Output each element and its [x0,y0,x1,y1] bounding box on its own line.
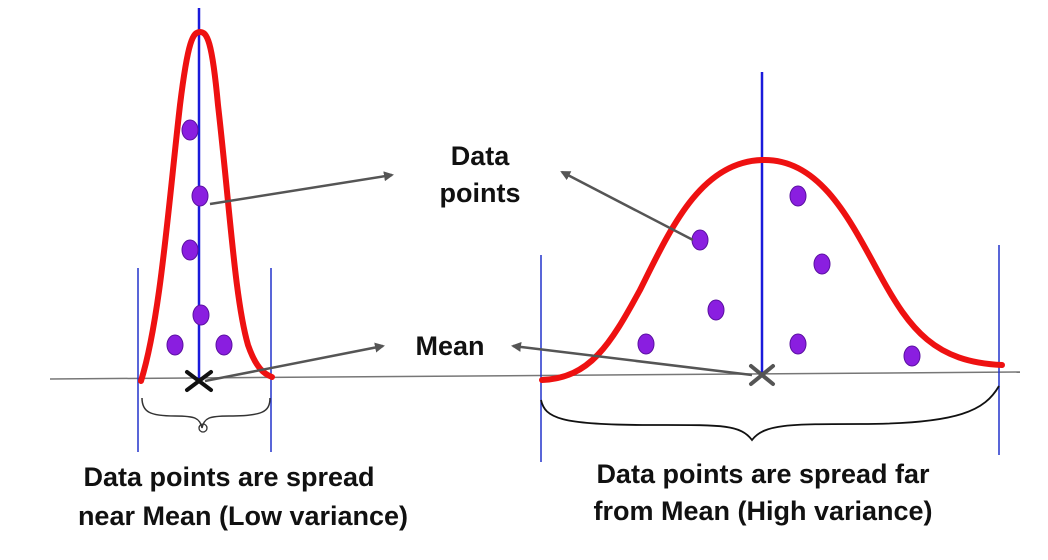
data-point [903,345,921,367]
data-point [192,304,210,326]
high-variance-caption-line1: Data points are spread far [596,459,930,489]
arrow-to-data-points-right [560,170,694,242]
data-point [813,253,831,275]
low-variance-brace [141,397,271,429]
data-point [191,185,209,207]
high-variance-group [539,72,1005,462]
data-point [181,239,199,261]
low-variance-caption-line2: near Mean (Low variance) [78,501,408,531]
horizontal-axis [49,371,1021,380]
annotation-arrows [204,170,753,383]
arrow-to-data-points-left [209,171,394,206]
data-point [215,334,233,356]
data-point [166,334,184,356]
low-variance-caption-line1: Data points are spread [83,462,374,492]
data-points-label-line2: points [440,178,521,208]
high-variance-caption-line2: from Mean (High variance) [593,496,932,526]
data-point [707,299,725,321]
arrow-to-mean-right [511,342,753,377]
data-point [637,333,655,355]
low-variance-group [137,8,275,452]
brace-tip [198,423,208,433]
mean-label: Mean [415,331,484,361]
x-mark-icon [749,364,775,386]
high-variance-curve [539,156,1005,383]
data-point [789,333,807,355]
data-points-label-line1: Data [451,141,511,171]
low-variance-curve [138,28,275,384]
arrow-to-mean-left [204,342,385,383]
x-mark-icon [185,370,213,392]
data-point [181,119,199,141]
data-point [789,185,807,207]
high-variance-brace [540,385,1000,442]
data-point [691,229,709,251]
